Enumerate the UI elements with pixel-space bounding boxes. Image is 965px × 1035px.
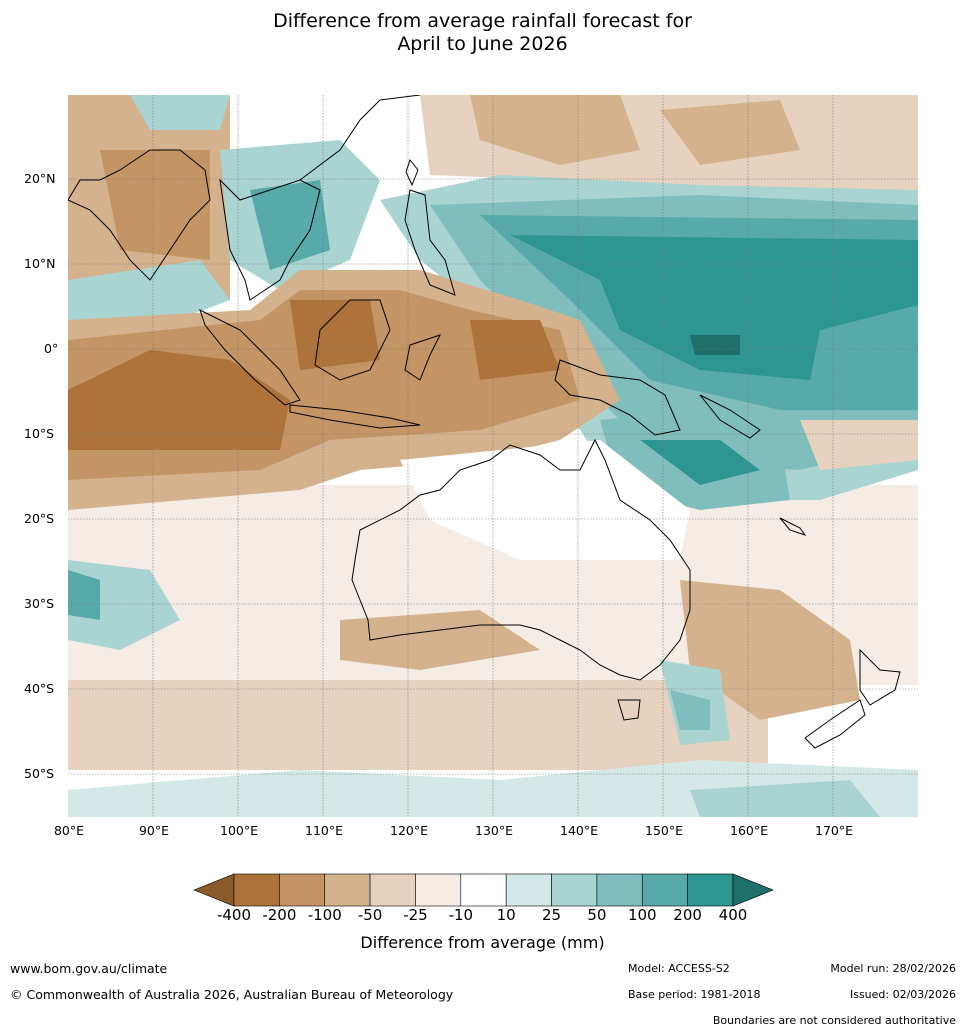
australia-neutral [400,440,690,560]
sumatra-coast [199,309,301,406]
new-guinea-coast [554,359,681,436]
colorbar-cell [596,873,643,907]
lon-label-140e: 140°E [559,823,599,838]
footer-issued: Issued: 02/03/2026 [849,988,956,1001]
colorbar-tick-label: -25 [403,906,428,924]
lon-label-130e: 130°E [474,823,514,838]
tasmania-east-wet-core [670,690,710,730]
footer-url[interactable]: www.bom.gov.au/climate [10,961,168,976]
coral-sea-wet-core [640,440,760,485]
title-line-1: Difference from average rainfall forecas… [273,10,692,32]
taiwan-coast [405,158,419,187]
indian-ocean-dry-core [68,350,290,450]
colorbar-tick-label: 10 [496,906,516,924]
colorbar-arrow-high [732,873,774,907]
colorbar-cell [233,873,280,907]
lon-label-100e: 100°E [219,823,259,838]
colorbar-tick-label: 400 [718,906,748,924]
lon-label-120e: 120°E [389,823,429,838]
southern-ocean-wet-core [690,780,880,817]
north-pacific-dry-core-2 [660,100,800,165]
footer-model-run: Model run: 28/02/2026 [830,962,956,975]
colorbar-tick-label: -100 [307,906,342,924]
pacific-wet-core [510,235,918,380]
colorbar-cell [641,873,688,907]
colorbar-cell [551,873,598,907]
lon-label-170e: 170°E [814,823,854,838]
colorbar-cell [505,873,552,907]
australia-coast [351,438,691,681]
colorbar-cells [233,873,734,907]
colorbar-cell [460,873,507,907]
footer-model: Model: ACCESS-S2 [628,962,730,975]
northwest-dry-core [100,150,210,260]
colorbar-tick-label: 200 [673,906,702,924]
colorbar-cell [279,873,326,907]
rainfall-anomaly-map [68,95,918,817]
lat-label-40s: 40°S [24,681,55,696]
southern-ocean-band [68,680,768,770]
solomon-islands-coast [699,394,761,439]
new-zealand-north-coast [859,648,901,706]
colorbar-cell [324,873,371,907]
coastlines [68,95,901,749]
colorbar-arrow-low [193,873,235,907]
lat-label-eq: 0° [44,341,59,356]
india-coast [68,149,211,281]
colorbar-cell [369,873,416,907]
colorbar-tick-label: 50 [587,906,607,924]
colorbar-cell [415,873,462,907]
java-coast [289,404,421,429]
bay-of-bengal-wet [68,260,230,330]
colorbar-tick-label: 100 [627,906,657,924]
north-pacific-dry-core [470,95,640,165]
footer-copyright: © Commonwealth of Australia 2026, Austra… [10,987,454,1002]
colorbar-tick-label: -10 [448,906,474,924]
indochina-coast [219,178,321,301]
indochina-wet-core [250,180,330,270]
borneo-dry-core [290,300,380,370]
tasmania-coast [617,699,641,721]
title-line-2: April to June 2026 [397,33,568,55]
philippines-coast [404,189,456,296]
lon-label-110e: 110°E [304,823,344,838]
colorbar-tick-label: -400 [216,906,252,924]
borneo-coast [314,299,391,381]
pacific-east-dry [800,420,918,470]
new-zealand-south-coast [804,699,866,749]
lon-label-160e: 160°E [729,823,769,838]
indian-ocean-wet-core [68,570,100,620]
colorbar-tick-label: -200 [262,906,297,924]
gridlines [68,95,918,817]
colorbar-title: Difference from average (mm) [360,933,605,952]
chart-title: Difference from average rainfall forecas… [0,10,965,56]
lat-label-50s: 50°S [24,766,55,781]
lat-label-10s: 10°S [24,426,55,441]
colorbar-tick-label: 25 [541,906,562,924]
lon-label-150e: 150°E [644,823,684,838]
himalaya-wet [130,95,230,130]
footer-base-period: Base period: 1981-2018 [628,988,761,1001]
tasman-dry [680,580,860,720]
sulawesi-coast [404,334,441,381]
colorbar-cell [687,873,734,907]
lon-label-80e: 80°E [53,823,85,838]
colorbar-tick-label: -50 [357,906,383,924]
lat-label-20s: 20°S [24,511,55,526]
lat-label-20n: 20°N [24,171,56,186]
footer-disclaimer: Boundaries are not considered authoritat… [712,1014,956,1027]
china-coast [299,95,421,181]
lat-label-10n: 10°N [24,256,56,271]
new-caledonia-coast [779,517,807,536]
lon-label-90e: 90°E [138,823,170,838]
lat-label-30s: 30°S [24,596,55,611]
pacific-wet-peak [690,335,740,355]
banda-dry-core [470,320,560,380]
